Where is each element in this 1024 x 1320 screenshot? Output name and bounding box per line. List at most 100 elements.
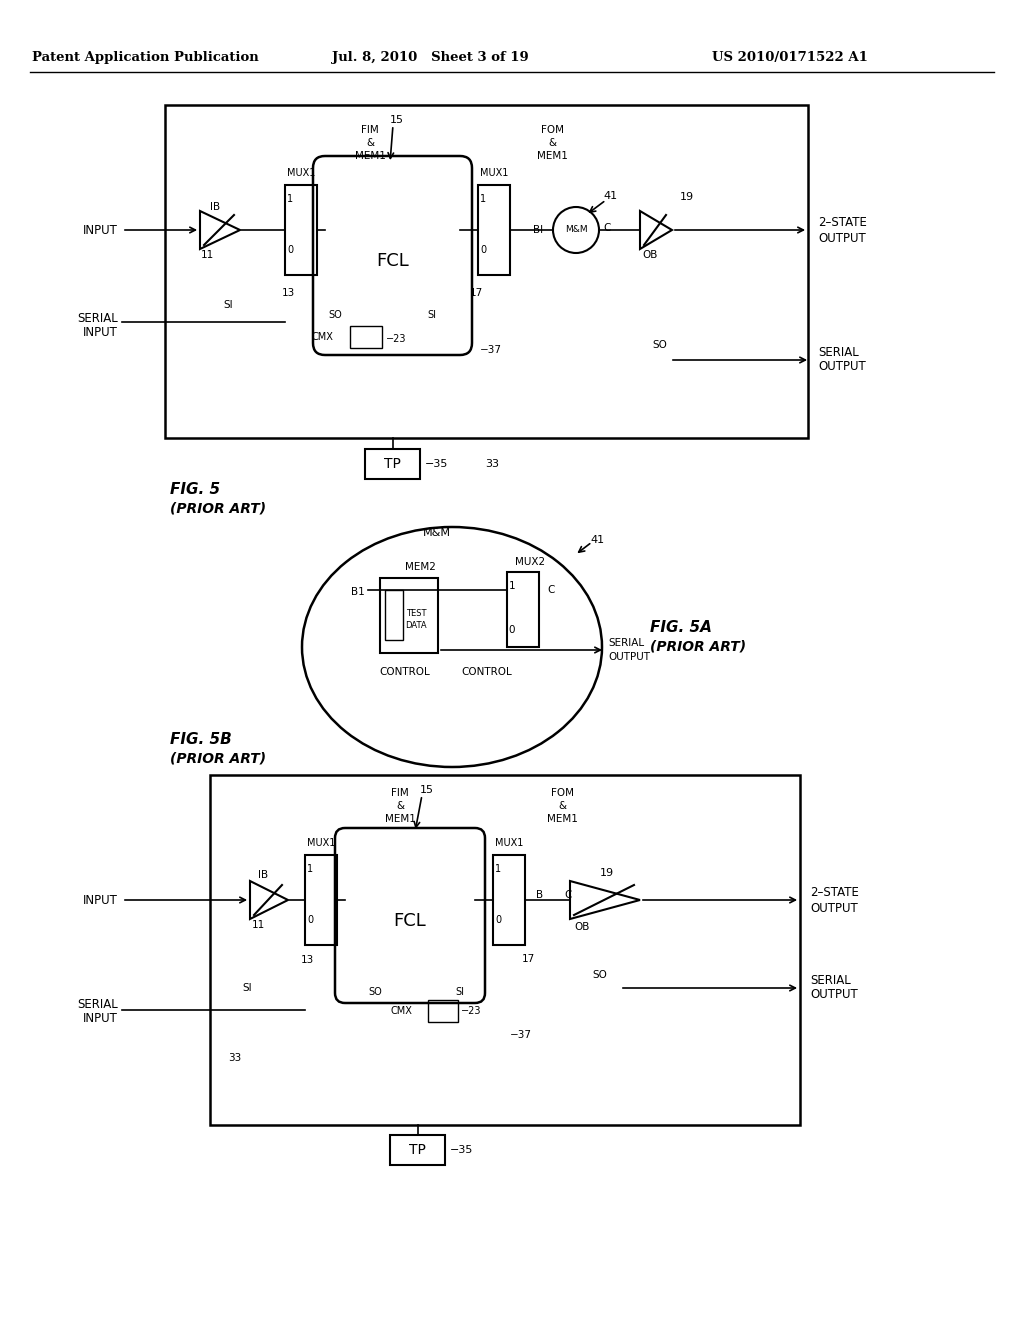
Text: 13: 13 — [300, 954, 313, 965]
Text: FIM: FIM — [361, 125, 379, 135]
Bar — [385, 590, 403, 640]
Text: MEM1: MEM1 — [547, 814, 578, 824]
Text: CMX: CMX — [311, 333, 333, 342]
Text: SERIAL: SERIAL — [77, 312, 118, 325]
Bar — [285, 185, 317, 275]
Text: 15: 15 — [390, 115, 404, 125]
Text: OB: OB — [574, 921, 590, 932]
Bar — [305, 855, 337, 945]
Text: M&M: M&M — [564, 226, 588, 235]
Text: TEST: TEST — [406, 609, 426, 618]
Text: 0: 0 — [307, 915, 313, 925]
Text: MEM1: MEM1 — [537, 150, 567, 161]
Text: 0: 0 — [495, 915, 501, 925]
Text: MUX1: MUX1 — [495, 838, 523, 847]
Text: 41: 41 — [603, 191, 617, 201]
Text: 11: 11 — [251, 920, 264, 931]
Bar — [493, 855, 525, 945]
Text: OUTPUT: OUTPUT — [818, 232, 865, 246]
Text: TP: TP — [409, 1143, 426, 1158]
Bar — [390, 1135, 445, 1166]
Text: FCL: FCL — [393, 912, 426, 929]
Text: 17: 17 — [469, 288, 482, 298]
Text: MUX2: MUX2 — [515, 557, 545, 568]
Text: MEM2: MEM2 — [404, 562, 435, 572]
Text: −37: −37 — [510, 1030, 532, 1040]
Text: C: C — [547, 585, 554, 595]
Text: INPUT: INPUT — [83, 894, 118, 907]
Text: C: C — [564, 890, 571, 900]
Text: (PRIOR ART): (PRIOR ART) — [170, 502, 266, 515]
Text: 0: 0 — [480, 246, 486, 255]
Text: INPUT: INPUT — [83, 223, 118, 236]
Text: FIG. 5B: FIG. 5B — [170, 733, 231, 747]
Text: Patent Application Publication: Patent Application Publication — [32, 51, 258, 65]
Text: SO: SO — [328, 310, 342, 319]
Text: FIM: FIM — [391, 788, 409, 799]
Text: 13: 13 — [282, 288, 295, 298]
Text: M&M: M&M — [423, 528, 451, 539]
Text: SERIAL: SERIAL — [608, 638, 644, 648]
Text: &: & — [548, 139, 556, 148]
Text: &: & — [366, 139, 374, 148]
Text: SO: SO — [368, 987, 382, 997]
Text: MUX1: MUX1 — [307, 838, 335, 847]
Text: SO: SO — [593, 970, 607, 979]
Bar — [428, 1001, 458, 1022]
Text: 41: 41 — [590, 535, 604, 545]
Text: −23: −23 — [461, 1006, 481, 1016]
Bar — [380, 578, 438, 653]
Text: 33: 33 — [485, 459, 499, 469]
Text: OUTPUT: OUTPUT — [608, 652, 650, 663]
Text: SO: SO — [652, 341, 668, 350]
Text: SI: SI — [456, 987, 465, 997]
Text: 19: 19 — [600, 869, 614, 878]
Text: 1: 1 — [287, 194, 293, 205]
Text: IB: IB — [258, 870, 268, 880]
Text: 1: 1 — [495, 865, 501, 874]
Text: FCL: FCL — [376, 252, 409, 269]
Text: SERIAL: SERIAL — [77, 998, 118, 1011]
Text: (PRIOR ART): (PRIOR ART) — [650, 639, 746, 653]
Text: TP: TP — [384, 457, 401, 471]
Text: SERIAL: SERIAL — [818, 346, 859, 359]
Text: 2–STATE: 2–STATE — [810, 886, 859, 899]
Text: (PRIOR ART): (PRIOR ART) — [170, 751, 266, 766]
Text: B: B — [537, 890, 544, 900]
Text: 1: 1 — [480, 194, 486, 205]
Text: INPUT: INPUT — [83, 1012, 118, 1026]
Text: FIG. 5: FIG. 5 — [170, 483, 220, 498]
Text: C: C — [603, 223, 610, 234]
Text: FIG. 5A: FIG. 5A — [650, 620, 712, 635]
Text: 2–STATE: 2–STATE — [818, 216, 867, 230]
Text: SI: SI — [243, 983, 252, 993]
Text: OB: OB — [642, 249, 657, 260]
Text: CONTROL: CONTROL — [380, 667, 430, 677]
Text: DATA: DATA — [406, 622, 427, 631]
Text: &: & — [396, 801, 404, 810]
Text: 0: 0 — [287, 246, 293, 255]
Text: 15: 15 — [420, 785, 434, 795]
Text: SI: SI — [223, 300, 232, 310]
Text: Jul. 8, 2010   Sheet 3 of 19: Jul. 8, 2010 Sheet 3 of 19 — [332, 51, 528, 65]
Text: 0: 0 — [509, 624, 515, 635]
Text: SI: SI — [427, 310, 436, 319]
Text: 17: 17 — [521, 954, 535, 964]
Text: MUX1: MUX1 — [480, 168, 508, 178]
Text: −35: −35 — [450, 1144, 473, 1155]
Text: 33: 33 — [228, 1053, 242, 1063]
Text: BI: BI — [532, 224, 543, 235]
Bar — [478, 185, 510, 275]
Bar — [210, 775, 800, 1125]
Bar — [165, 106, 808, 438]
Text: US 2010/0171522 A1: US 2010/0171522 A1 — [712, 51, 868, 65]
Text: FOM: FOM — [551, 788, 573, 799]
Text: MUX1: MUX1 — [287, 168, 315, 178]
Text: −23: −23 — [386, 334, 407, 345]
Text: −37: −37 — [480, 345, 502, 355]
Text: SERIAL: SERIAL — [810, 974, 851, 987]
Text: CMX: CMX — [390, 1006, 412, 1016]
Text: CONTROL: CONTROL — [462, 667, 512, 677]
Bar — [350, 326, 382, 348]
Text: 11: 11 — [201, 249, 214, 260]
